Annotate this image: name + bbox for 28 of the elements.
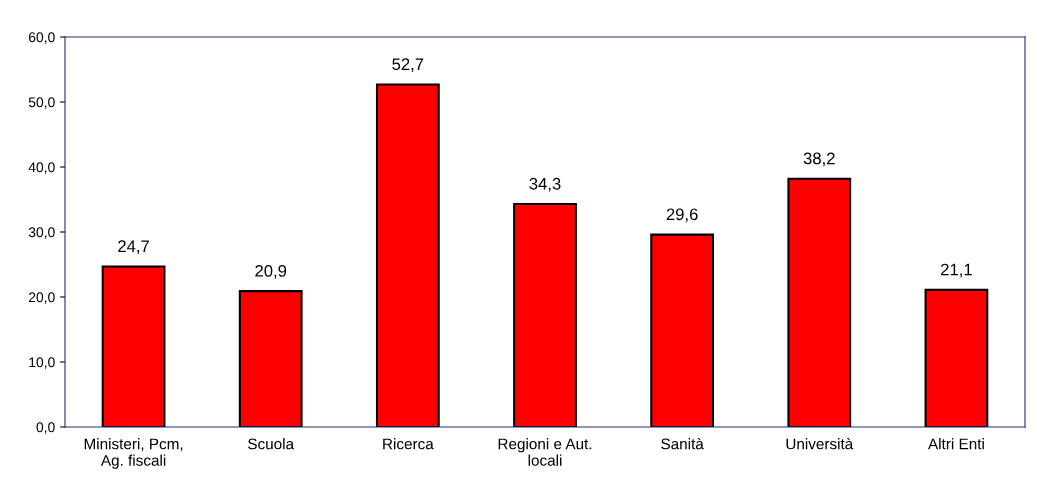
bar — [650, 233, 715, 427]
x-tick-label: Regioni e Aut. locali — [498, 438, 592, 466]
y-tick-label: 10,0 — [29, 357, 55, 369]
bar — [375, 83, 440, 427]
bar — [924, 288, 989, 427]
bar — [101, 265, 166, 427]
bar — [513, 203, 577, 427]
data-label: 34,3 — [529, 177, 561, 192]
bar — [238, 290, 303, 427]
y-tick-label: 60,0 — [28, 32, 55, 44]
x-tick-label: Ministeri, Pcm, Ag. fiscali — [84, 438, 183, 469]
y-tick-label: 30,0 — [28, 227, 55, 239]
x-tick-label: Ricerca — [383, 438, 434, 450]
data-label: 24,7 — [118, 240, 149, 255]
x-tick-label: Altri Enti — [928, 438, 984, 450]
data-label: 52,7 — [392, 58, 424, 73]
data-label: 20,9 — [255, 264, 287, 279]
bar — [787, 177, 852, 427]
data-label: 38,2 — [803, 152, 835, 167]
y-tick-label: 0,0 — [36, 422, 55, 434]
x-tick-label: Scuola — [248, 438, 295, 450]
x-tick-label: Università — [786, 437, 854, 450]
y-tick-label: 20,0 — [28, 292, 55, 304]
data-label: 21,1 — [941, 263, 972, 278]
y-tick-label: 50,0 — [28, 97, 55, 109]
y-tick-label: 40,0 — [28, 162, 55, 174]
x-tick-label: Sanità — [661, 437, 704, 450]
data-label: 29,6 — [666, 208, 698, 223]
